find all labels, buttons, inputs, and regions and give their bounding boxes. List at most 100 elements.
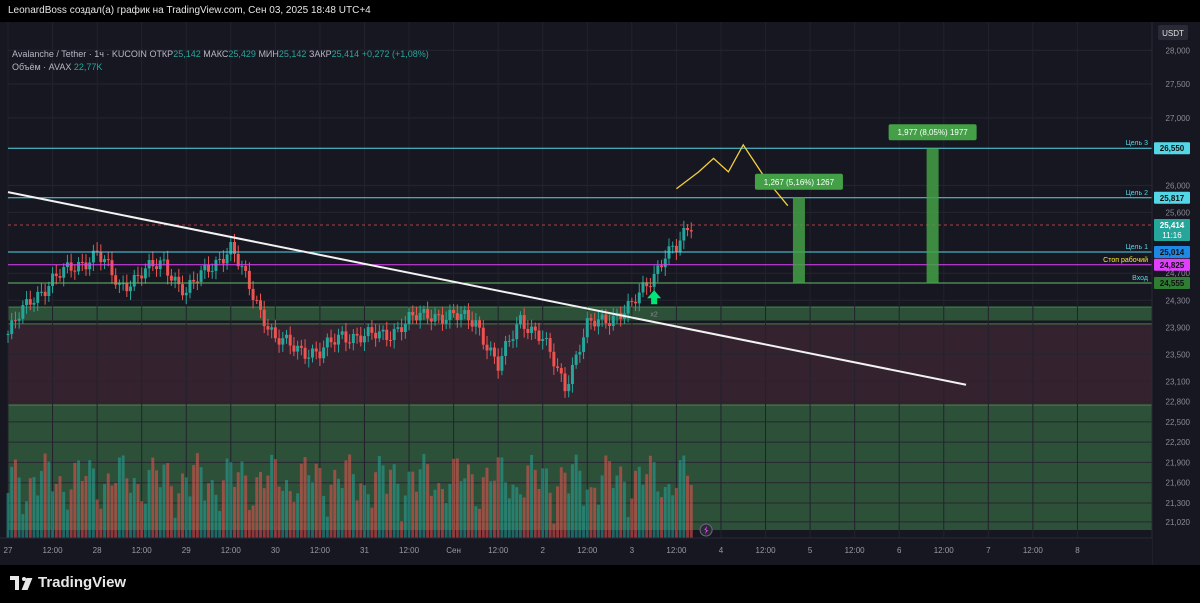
time-label-18: 5 — [808, 546, 813, 555]
volume-bar — [630, 498, 634, 538]
candle-body — [626, 301, 630, 314]
volume-bar — [537, 488, 541, 538]
candle-body — [682, 227, 686, 241]
volume-bar — [344, 460, 348, 538]
volume-bar — [39, 471, 43, 538]
level-name-1: Цель 2 — [1126, 190, 1149, 197]
level-name-0: Цель 3 — [1126, 140, 1149, 147]
volume-bar — [466, 464, 470, 538]
level-name-3: Стоп рабочий — [1103, 256, 1148, 264]
legend-ohlc-row: Avalanche / Tether · 1ч · KUCOIN ОТКР25,… — [12, 48, 429, 61]
candle-body — [25, 299, 29, 306]
volume-bar — [396, 483, 400, 538]
volume-bar — [355, 500, 359, 538]
volume-bar — [325, 516, 329, 538]
candle-body — [62, 267, 66, 278]
candle-body — [329, 337, 333, 343]
volume-bar — [678, 459, 682, 538]
time-label-13: 12:00 — [577, 546, 598, 555]
level-badge-0: 26,550 — [1160, 144, 1185, 153]
candle-body — [548, 338, 552, 352]
volume-bar — [478, 508, 482, 538]
volume-bar — [619, 466, 623, 538]
volume-bar — [192, 465, 196, 538]
volume-bar — [340, 488, 344, 538]
time-label-8: 31 — [360, 546, 369, 555]
time-label-20: 6 — [897, 546, 902, 555]
time-label-3: 12:00 — [132, 546, 153, 555]
volume-bar — [307, 475, 311, 538]
volume-bar — [626, 517, 630, 538]
candle-body — [556, 366, 560, 369]
chart-area[interactable]: Цель 3 Цель 2 Цель 1 Стоп рабочий Вход 1,267 … — [0, 22, 1200, 565]
volume-bar — [608, 461, 612, 538]
candle-body — [630, 301, 634, 303]
candle-body — [13, 320, 17, 322]
candle-body — [359, 335, 363, 343]
candle-body — [574, 354, 578, 365]
candle-body — [400, 327, 404, 333]
volume-bar — [400, 521, 404, 538]
tradingview-logo[interactable]: TradingView — [10, 574, 126, 591]
candle-body — [686, 227, 690, 231]
volume-bar — [162, 464, 166, 538]
candle-body — [515, 324, 519, 340]
candle-body — [481, 327, 485, 345]
volume-bar — [147, 469, 151, 538]
candle-body — [273, 327, 277, 339]
legend-change: +0,272 (+1,08%) — [361, 49, 429, 59]
legend-high-value: 25,429 — [228, 49, 256, 59]
time-label-19: 12:00 — [845, 546, 866, 555]
measure-bar-0 — [792, 197, 805, 284]
measure-label-box-1 — [888, 124, 977, 141]
volume-bar — [151, 457, 155, 538]
candle-body — [99, 252, 103, 263]
legend-close-value: 25,414 — [331, 49, 360, 59]
volume-bar — [166, 463, 170, 538]
volume-bar — [13, 459, 17, 538]
level-badge-2-box — [1154, 246, 1190, 259]
time-label-15: 12:00 — [666, 546, 687, 555]
volume-bar — [221, 480, 225, 538]
price-tick-14: 21,600 — [1166, 479, 1191, 488]
candle-body — [407, 311, 411, 325]
volume-bar — [143, 503, 147, 538]
candle-body — [437, 314, 441, 316]
volume-bar — [244, 475, 248, 538]
volume-bar — [173, 517, 177, 538]
volume-bar — [177, 493, 181, 538]
volume-bar — [686, 475, 690, 538]
candle-body — [440, 314, 444, 324]
volume-bar — [54, 483, 58, 538]
volume-bar — [585, 489, 589, 538]
candle-body — [132, 274, 136, 287]
candle-body — [492, 347, 496, 357]
candle-body — [422, 308, 426, 313]
volume-bar — [255, 477, 259, 538]
candle-body — [689, 230, 693, 232]
price-tick-1: 27,500 — [1166, 80, 1191, 89]
volume-bar — [559, 467, 563, 538]
candle-body — [173, 276, 177, 281]
candle-body — [671, 245, 675, 247]
volume-bar — [589, 487, 593, 538]
volume-bar — [77, 460, 81, 538]
volume-bar — [634, 470, 638, 538]
volume-bar — [656, 491, 660, 538]
candle-body — [388, 340, 392, 342]
volume-bar — [366, 494, 370, 538]
candle-body — [203, 265, 207, 271]
candle-body — [485, 344, 489, 351]
candle-body — [511, 339, 515, 341]
candle-body — [333, 342, 337, 345]
candle-body — [448, 309, 452, 320]
price-chart[interactable]: Цель 3 Цель 2 Цель 1 Стоп рабочий Вход 1,267 … — [0, 22, 1200, 565]
price-tick-10: 22,800 — [1166, 398, 1191, 407]
currency-label: USDT — [1162, 29, 1184, 38]
candle-body — [429, 318, 433, 322]
candle-body — [277, 338, 281, 345]
candle-body — [652, 274, 656, 287]
candle-body — [582, 337, 586, 352]
legend-open-label: ОТКР — [149, 49, 174, 59]
volume-bar — [489, 481, 493, 538]
